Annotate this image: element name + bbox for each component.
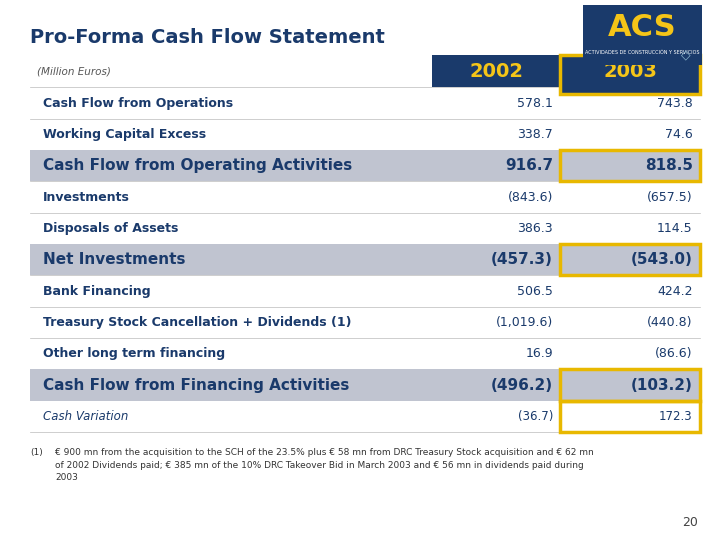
- Text: (36.7): (36.7): [518, 410, 553, 423]
- Text: Other long term financing: Other long term financing: [43, 347, 225, 360]
- Text: 424.2: 424.2: [657, 285, 693, 298]
- Bar: [583, 5, 702, 65]
- Text: 578.1: 578.1: [517, 97, 553, 110]
- Text: € 900 mn from the acquisition to the SCH of the 23.5% plus € 58 mn from DRC Trea: € 900 mn from the acquisition to the SCH…: [55, 448, 594, 482]
- Text: (543.0): (543.0): [631, 252, 693, 267]
- Text: 172.3: 172.3: [659, 410, 693, 423]
- Text: ◇: ◇: [681, 49, 691, 62]
- Text: Treasury Stock Cancellation + Dividends (1): Treasury Stock Cancellation + Dividends …: [43, 316, 351, 329]
- Text: (Million Euros): (Million Euros): [37, 66, 112, 76]
- Text: 506.5: 506.5: [517, 285, 553, 298]
- Text: Cash Flow from Operations: Cash Flow from Operations: [43, 97, 233, 110]
- Text: (496.2): (496.2): [491, 377, 553, 393]
- Text: 114.5: 114.5: [657, 222, 693, 235]
- Text: (440.8): (440.8): [647, 316, 693, 329]
- Bar: [560, 369, 700, 401]
- Text: Net Investments: Net Investments: [43, 252, 186, 267]
- Text: 2003: 2003: [603, 62, 657, 81]
- Text: (1,019.6): (1,019.6): [495, 316, 553, 329]
- Bar: [30, 150, 700, 181]
- Text: (457.3): (457.3): [491, 252, 553, 267]
- Text: (1): (1): [30, 448, 43, 457]
- Bar: [560, 150, 700, 181]
- Text: 818.5: 818.5: [644, 158, 693, 173]
- Text: 16.9: 16.9: [526, 347, 553, 360]
- Text: 916.7: 916.7: [505, 158, 553, 173]
- Bar: [432, 55, 560, 87]
- Text: Cash Flow from Operating Activities: Cash Flow from Operating Activities: [43, 158, 353, 173]
- Text: Working Capital Excess: Working Capital Excess: [43, 128, 207, 141]
- Text: (103.2): (103.2): [631, 377, 693, 393]
- Bar: [30, 244, 700, 275]
- Text: 743.8: 743.8: [657, 97, 693, 110]
- Text: 386.3: 386.3: [518, 222, 553, 235]
- Text: 74.6: 74.6: [665, 128, 693, 141]
- Text: Disposals of Assets: Disposals of Assets: [43, 222, 179, 235]
- Text: Cash Flow from Financing Activities: Cash Flow from Financing Activities: [43, 377, 350, 393]
- Text: Investments: Investments: [43, 191, 130, 204]
- Bar: [30, 369, 700, 401]
- Bar: [560, 55, 700, 94]
- Text: Pro-Forma Cash Flow Statement: Pro-Forma Cash Flow Statement: [30, 28, 385, 48]
- Text: ACS: ACS: [608, 14, 677, 43]
- Text: Bank Financing: Bank Financing: [43, 285, 150, 298]
- Bar: [560, 244, 700, 275]
- Bar: [560, 401, 700, 432]
- Text: 338.7: 338.7: [517, 128, 553, 141]
- Text: 20: 20: [683, 516, 698, 529]
- Text: (86.6): (86.6): [655, 347, 693, 360]
- Text: (657.5): (657.5): [647, 191, 693, 204]
- Text: Cash Variation: Cash Variation: [43, 410, 129, 423]
- Text: 2002: 2002: [469, 62, 523, 81]
- Text: ACTIVIDADES DE CONSTRUCCIÓN Y SERVICIOS: ACTIVIDADES DE CONSTRUCCIÓN Y SERVICIOS: [585, 50, 700, 56]
- Text: (843.6): (843.6): [508, 191, 553, 204]
